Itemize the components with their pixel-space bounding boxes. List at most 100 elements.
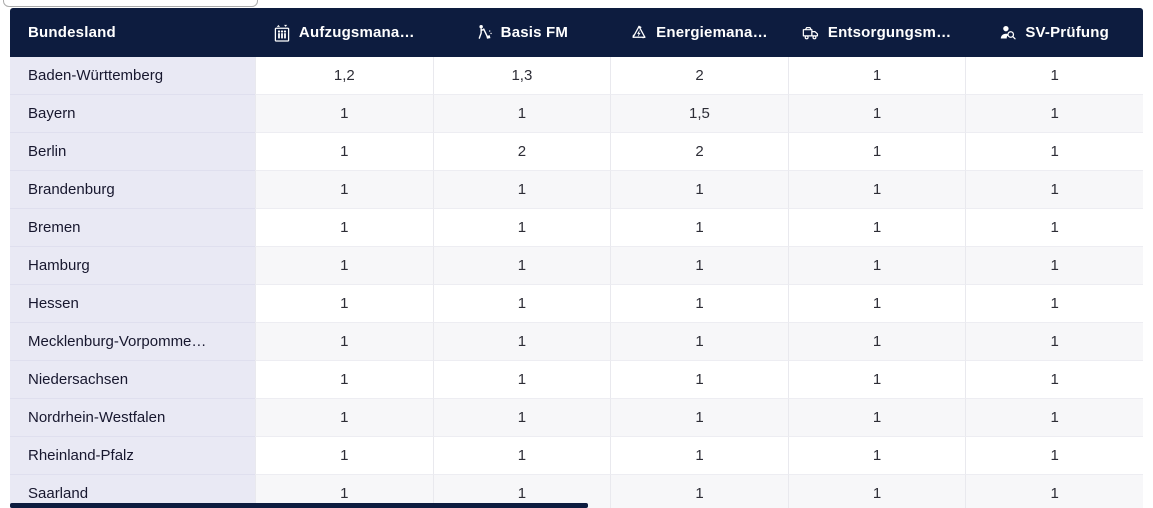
truncated-control-above-table[interactable] xyxy=(3,0,258,7)
value-cell-basis-fm: 1 xyxy=(432,209,611,247)
value-cell-energiemanagement: 1,5 xyxy=(610,95,788,133)
value-cell-aufzugsmanagement: 1 xyxy=(255,399,433,437)
value-cell-energiemanagement: 1 xyxy=(610,285,788,323)
column-header-label: Bundesland xyxy=(28,24,116,41)
value-cell-basis-fm: 1 xyxy=(432,285,611,323)
bundesland-cell: Rheinland-Pfalz xyxy=(10,437,255,475)
value-cell-energiemanagement: 1 xyxy=(610,361,788,399)
value-cell-energiemanagement: 2 xyxy=(610,57,788,95)
value-cell-sv-pruefung: 1 xyxy=(965,57,1143,95)
bundesland-cell: Mecklenburg-Vorpomme… xyxy=(10,323,255,361)
value-cell-energiemanagement: 1 xyxy=(610,437,788,475)
value-cell-entsorgungsmanagement: 1 xyxy=(787,133,966,171)
value-cell-energiemanagement: 1 xyxy=(610,209,788,247)
table-row: Brandenburg 1 1 1 1 1 xyxy=(10,171,1143,209)
value-cell-sv-pruefung: 1 xyxy=(965,323,1143,361)
value-cell-aufzugsmanagement: 1 xyxy=(255,361,433,399)
table-row: Hessen 1 1 1 1 1 xyxy=(10,285,1143,323)
bundesland-cell: Bremen xyxy=(10,209,255,247)
table-row: Bayern 1 1 1,5 1 1 xyxy=(10,95,1143,133)
elevator-icon xyxy=(273,24,291,42)
value-cell-basis-fm: 1 xyxy=(432,171,611,209)
value-cell-basis-fm: 1 xyxy=(432,399,611,437)
bundesland-cell: Saarland xyxy=(10,475,255,508)
value-cell-aufzugsmanagement: 1 xyxy=(255,95,433,133)
value-cell-sv-pruefung: 1 xyxy=(965,171,1143,209)
value-cell-basis-fm: 1,3 xyxy=(432,57,611,95)
cleaning-person-icon xyxy=(475,24,493,42)
column-header-aufzugsmanagement[interactable]: Aufzugsmana… xyxy=(255,24,433,42)
value-cell-basis-fm: 1 xyxy=(432,437,611,475)
value-cell-entsorgungsmanagement: 1 xyxy=(787,437,966,475)
value-cell-entsorgungsmanagement: 1 xyxy=(787,209,966,247)
value-cell-entsorgungsmanagement: 1 xyxy=(787,171,966,209)
value-cell-aufzugsmanagement: 1 xyxy=(255,133,433,171)
value-cell-basis-fm: 1 xyxy=(432,323,611,361)
table-row: Hamburg 1 1 1 1 1 xyxy=(10,247,1143,285)
bundesland-cell: Berlin xyxy=(10,133,255,171)
bundesland-cell: Bayern xyxy=(10,95,255,133)
column-header-entsorgungsmanagement[interactable]: Entsorgungsm… xyxy=(788,24,966,42)
column-header-energiemanagement[interactable]: Energiemana… xyxy=(610,24,788,42)
value-cell-aufzugsmanagement: 1 xyxy=(255,323,433,361)
column-header-bundesland[interactable]: Bundesland xyxy=(10,24,255,41)
bundesland-cell: Hessen xyxy=(10,285,255,323)
value-cell-entsorgungsmanagement: 1 xyxy=(787,475,966,508)
column-header-label: Energiemana… xyxy=(656,24,768,41)
value-cell-energiemanagement: 2 xyxy=(610,133,788,171)
horizontal-scrollbar-thumb[interactable] xyxy=(10,503,588,508)
table-header-row: Bundesland Aufzugsmana… xyxy=(10,8,1143,57)
table-row: Baden-Württemberg 1,2 1,3 2 1 1 xyxy=(10,57,1143,95)
value-cell-basis-fm: 1 xyxy=(432,475,611,508)
value-cell-aufzugsmanagement: 1 xyxy=(255,437,433,475)
column-header-label: Basis FM xyxy=(500,24,569,41)
value-cell-aufzugsmanagement: 1 xyxy=(255,475,433,508)
column-header-label: SV-Prüfung xyxy=(1025,24,1109,41)
value-cell-sv-pruefung: 1 xyxy=(965,247,1143,285)
table-row: Mecklenburg-Vorpomme… 1 1 1 1 1 xyxy=(10,323,1143,361)
value-cell-sv-pruefung: 1 xyxy=(965,475,1143,508)
value-cell-entsorgungsmanagement: 1 xyxy=(787,247,966,285)
value-cell-basis-fm: 1 xyxy=(432,361,611,399)
value-cell-sv-pruefung: 1 xyxy=(965,95,1143,133)
value-cell-aufzugsmanagement: 1 xyxy=(255,247,433,285)
bundesland-data-table: Bundesland Aufzugsmana… xyxy=(10,8,1143,508)
value-cell-entsorgungsmanagement: 1 xyxy=(787,95,966,133)
value-cell-aufzugsmanagement: 1 xyxy=(255,171,433,209)
value-cell-entsorgungsmanagement: 1 xyxy=(787,323,966,361)
value-cell-aufzugsmanagement: 1,2 xyxy=(255,57,433,95)
energy-recycling-icon xyxy=(630,24,648,42)
value-cell-sv-pruefung: 1 xyxy=(965,285,1143,323)
value-cell-energiemanagement: 1 xyxy=(610,323,788,361)
column-header-label: Aufzugsmana… xyxy=(298,24,415,41)
value-cell-entsorgungsmanagement: 1 xyxy=(787,361,966,399)
bundesland-cell: Baden-Württemberg xyxy=(10,57,255,95)
value-cell-sv-pruefung: 1 xyxy=(965,399,1143,437)
column-header-label: Entsorgungsm… xyxy=(827,24,952,41)
value-cell-energiemanagement: 1 xyxy=(610,171,788,209)
value-cell-basis-fm: 2 xyxy=(432,133,611,171)
value-cell-entsorgungsmanagement: 1 xyxy=(787,57,966,95)
value-cell-basis-fm: 1 xyxy=(432,247,611,285)
table-row: Saarland 1 1 1 1 1 xyxy=(10,475,1143,508)
table-row: Nordrhein-Westfalen 1 1 1 1 1 xyxy=(10,399,1143,437)
value-cell-sv-pruefung: 1 xyxy=(965,361,1143,399)
bundesland-cell: Brandenburg xyxy=(10,171,255,209)
column-header-sv-pruefung[interactable]: SV-Prüfung xyxy=(965,24,1143,42)
table-row: Berlin 1 2 2 1 1 xyxy=(10,133,1143,171)
value-cell-energiemanagement: 1 xyxy=(610,475,788,508)
inspector-magnifier-icon xyxy=(999,24,1017,42)
value-cell-sv-pruefung: 1 xyxy=(965,209,1143,247)
bundesland-cell: Nordrhein-Westfalen xyxy=(10,399,255,437)
value-cell-energiemanagement: 1 xyxy=(610,247,788,285)
bundesland-cell: Niedersachsen xyxy=(10,361,255,399)
value-cell-aufzugsmanagement: 1 xyxy=(255,285,433,323)
garbage-truck-icon xyxy=(802,24,820,42)
value-cell-basis-fm: 1 xyxy=(432,95,611,133)
value-cell-entsorgungsmanagement: 1 xyxy=(787,399,966,437)
table-row: Rheinland-Pfalz 1 1 1 1 1 xyxy=(10,437,1143,475)
column-header-basis-fm[interactable]: Basis FM xyxy=(433,24,611,42)
value-cell-entsorgungsmanagement: 1 xyxy=(787,285,966,323)
table-row: Bremen 1 1 1 1 1 xyxy=(10,209,1143,247)
bundesland-cell: Hamburg xyxy=(10,247,255,285)
